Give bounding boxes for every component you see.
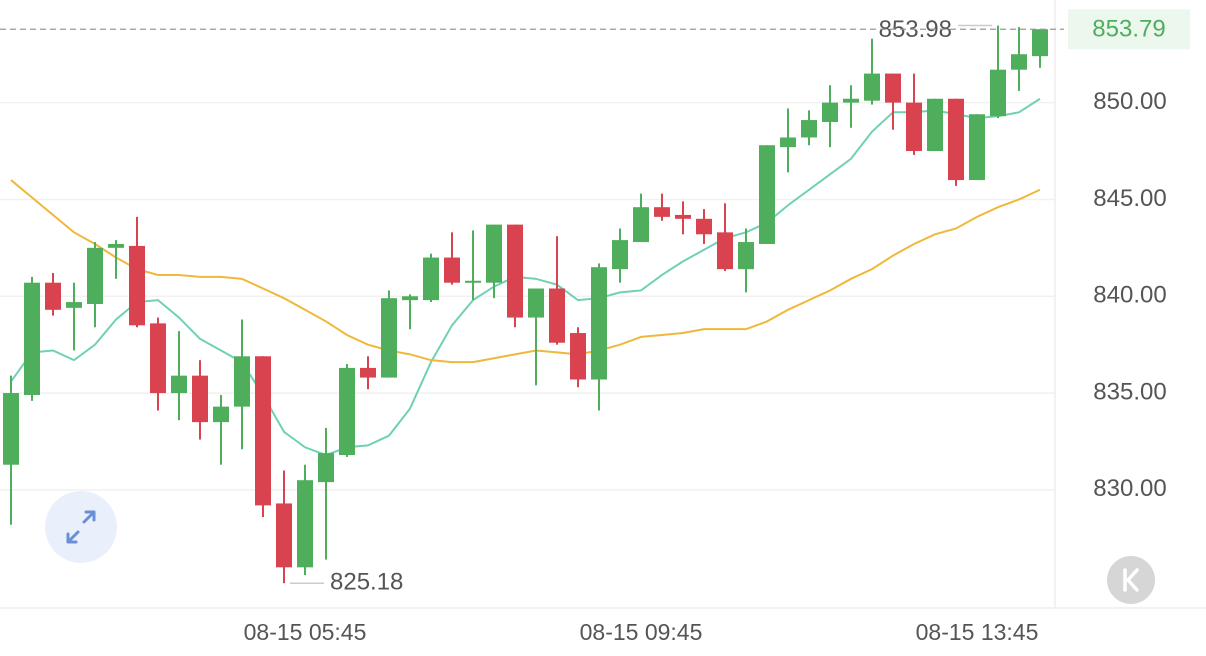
candle-body: [1032, 29, 1048, 57]
y-tick-label: 830.00: [1093, 475, 1166, 502]
candle-body: [360, 367, 376, 378]
candle-body: [129, 245, 145, 326]
candle-body: [591, 267, 607, 380]
candle-body: [906, 102, 922, 152]
candle-body: [276, 503, 292, 568]
candle-body: [234, 356, 250, 407]
candle-body: [24, 282, 40, 396]
candle-body: [423, 257, 439, 301]
candle-body: [1011, 54, 1027, 70]
low-label: 825.18: [330, 569, 403, 596]
candle-body: [255, 356, 271, 506]
candle-body: [738, 242, 754, 270]
candle-body: [801, 120, 817, 138]
candle-body: [969, 114, 985, 181]
candle-body: [444, 257, 460, 283]
candle-body: [675, 214, 691, 219]
y-tick-label: 840.00: [1093, 282, 1166, 309]
candle-body: [486, 224, 502, 283]
candle-body: [570, 333, 586, 380]
candle-body: [150, 323, 166, 394]
candle-body: [654, 207, 670, 217]
current-price-label: 853.79: [1092, 16, 1165, 43]
candle-body: [612, 240, 628, 270]
x-tick-label: 08-15 13:45: [916, 619, 1039, 645]
grid: [0, 101, 1055, 491]
candle-body: [465, 280, 481, 283]
candle-body: [66, 302, 82, 308]
expand-button[interactable]: [45, 491, 117, 563]
current-price-badge: [1068, 9, 1190, 50]
back-button[interactable]: [1107, 556, 1155, 604]
y-tick-label: 835.00: [1093, 378, 1166, 405]
candle-body: [696, 218, 712, 235]
candle-body: [45, 282, 61, 310]
candle-body: [864, 73, 880, 101]
candle-body: [948, 98, 964, 181]
y-tick-label: 850.00: [1093, 88, 1166, 115]
candle-body: [402, 296, 418, 301]
candle-body: [885, 73, 901, 103]
candle-body: [990, 69, 1006, 117]
candle-body: [381, 298, 397, 378]
candle-body: [633, 207, 649, 243]
candle-body: [759, 145, 775, 244]
candle-body: [297, 480, 313, 568]
candle-body: [192, 375, 208, 423]
candle-body: [87, 247, 103, 304]
candle-body: [318, 453, 334, 483]
moving-average-line: [10, 179, 1041, 364]
candle-body: [717, 232, 733, 270]
candle-body: [507, 224, 523, 318]
moving-average-line: [10, 97, 1041, 457]
candle-body: [528, 288, 544, 318]
candle-body: [171, 375, 187, 394]
candle-body: [927, 98, 943, 152]
y-tick-label: 845.00: [1093, 185, 1166, 212]
candle-body: [822, 102, 838, 122]
candle-body: [108, 243, 124, 248]
x-tick-label: 08-15 09:45: [580, 619, 703, 645]
candle-body: [843, 98, 859, 103]
candle-body: [780, 137, 796, 148]
x-tick-label: 08-15 05:45: [244, 619, 367, 645]
candle-body: [549, 288, 565, 343]
candle-body: [213, 406, 229, 423]
candle-body: [3, 393, 19, 465]
candle-body: [339, 367, 355, 456]
